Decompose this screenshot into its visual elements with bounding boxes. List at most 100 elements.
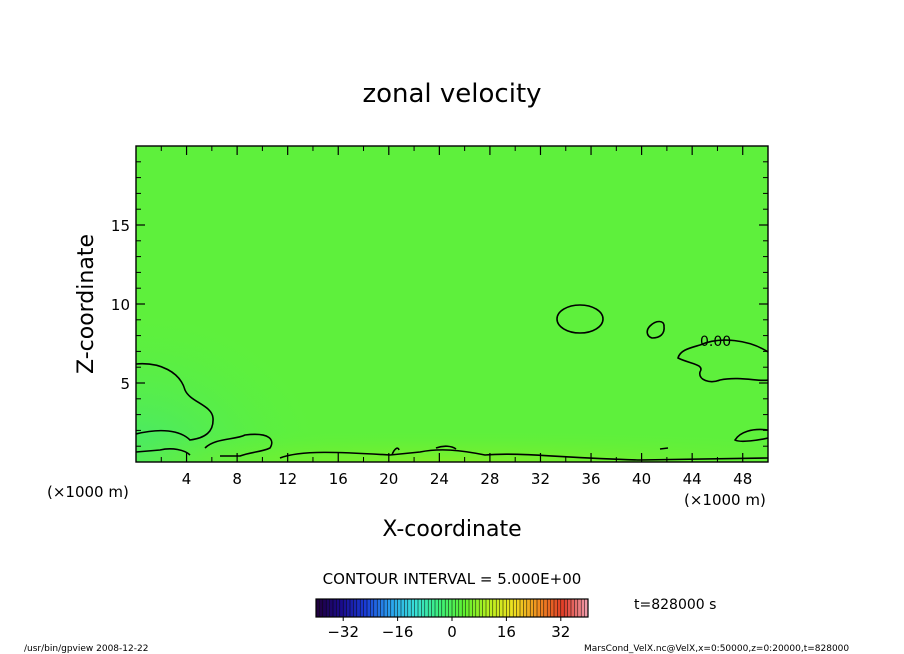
contour-label: 0.00: [700, 334, 731, 350]
colorbar-segment: [397, 599, 401, 617]
y-axis-ticks: 5 10 15: [111, 161, 768, 447]
x-axis-ticks: 4 8 12 16 20 24 28 32 36 40 44 48: [160, 146, 752, 488]
contour-mark-b: [435, 445, 457, 450]
x-tick-label-20: 20: [379, 470, 398, 488]
colorbar-segment: [414, 599, 418, 617]
colorbar-segment: [537, 599, 541, 617]
colorbar-segment: [533, 599, 537, 617]
colorbar-segment: [346, 599, 350, 617]
colorbar-segment: [499, 599, 503, 617]
colorbar-segment: [407, 599, 412, 617]
colorbar-segment: [353, 599, 357, 617]
contour-loop-right-small: [646, 320, 665, 339]
contour-line-right: [677, 339, 768, 383]
colorbar-segment: [441, 599, 446, 617]
colorbar-segment: [380, 599, 384, 617]
colorbar-segment: [567, 599, 571, 617]
colorbar-segment: [431, 599, 435, 617]
y-tick-label-5: 5: [120, 375, 130, 393]
colorbar-segment: [581, 599, 585, 617]
colorbar-segment: [496, 599, 500, 617]
colorbar-segment: [462, 599, 466, 617]
colorbar-tick-label--16: −16: [382, 623, 414, 641]
colorbar-segment: [574, 599, 578, 617]
colorbar-segment: [560, 599, 565, 617]
time-label: t=828000 s: [634, 597, 716, 613]
colorbar-segment: [336, 599, 340, 617]
colorbar-segment: [465, 599, 469, 617]
colorbar-segment: [513, 599, 517, 617]
x-tick-label-32: 32: [531, 470, 550, 488]
contour-mark-a: [391, 447, 400, 456]
colorbar-tick-label-32: 32: [551, 623, 570, 641]
colorbar-segment: [367, 599, 371, 617]
colorbar-segment: [571, 599, 575, 617]
contour-loop-center: [556, 304, 604, 334]
colorbar-segment: [506, 599, 510, 617]
colorbar-segment: [438, 599, 442, 617]
x-tick-label-44: 44: [683, 470, 702, 488]
colorbar-segment: [350, 599, 354, 617]
colorbar-segment: [339, 599, 344, 617]
y-axis-label: Z-coordinate: [74, 234, 99, 374]
colorbar-segment: [329, 599, 333, 617]
contour-interval-label: CONTOUR INTERVAL = 5.000E+00: [323, 570, 582, 588]
contour-line-right-low: [733, 428, 768, 443]
x-tick-label-48: 48: [733, 470, 752, 488]
colorbar-segment: [458, 599, 463, 617]
colorbar-segment: [482, 599, 486, 617]
colorbar-segment: [577, 599, 582, 617]
colorbar-segment: [520, 599, 524, 617]
colorbar-segment: [356, 599, 361, 617]
contour-lines: [136, 304, 768, 461]
colorbar-segment: [530, 599, 534, 617]
colorbar-segment: [543, 599, 548, 617]
colorbar-segment: [503, 599, 507, 617]
colorbar-segment: [316, 599, 320, 617]
x-tick-label-36: 36: [581, 470, 600, 488]
colorbar-segment: [373, 599, 378, 617]
colorbar-segment: [390, 599, 395, 617]
colorbar-segment: [363, 599, 367, 617]
colorbar-segment: [322, 599, 327, 617]
colorbar-tick-label-0: 0: [447, 623, 457, 641]
x-tick-label-28: 28: [480, 470, 499, 488]
colorbar-segment: [360, 599, 364, 617]
colorbar-segment: [550, 599, 554, 617]
colorbar-segment: [526, 599, 531, 617]
footer-right: MarsCond_VelX.nc@VelX,x=0:50000,z=0:2000…: [584, 644, 849, 654]
colorbar-segment: [343, 599, 347, 617]
x-tick-label-16: 16: [329, 470, 348, 488]
colorbar-segment: [472, 599, 476, 617]
x-axis-label: X-coordinate: [382, 517, 521, 542]
colorbar-segment: [448, 599, 452, 617]
x-tick-label-12: 12: [278, 470, 297, 488]
colorbar-segment: [428, 599, 432, 617]
y-tick-label-10: 10: [111, 296, 130, 314]
chart-title: zonal velocity: [362, 79, 541, 109]
colorbar-segment: [554, 599, 558, 617]
colorbar-segment: [394, 599, 398, 617]
colorbar-segment: [492, 599, 497, 617]
colorbar: [315, 599, 588, 617]
contour-line-bottom-left: [136, 448, 191, 456]
colorbar-segment: [509, 599, 514, 617]
colorbar-segment: [387, 599, 391, 617]
colorbar-segment: [516, 599, 520, 617]
colorbar-segment: [370, 599, 374, 617]
colorbar-segment: [435, 599, 439, 617]
colorbar-segment: [564, 599, 568, 617]
colorbar-segment: [540, 599, 544, 617]
x-tick-label-40: 40: [632, 470, 651, 488]
colorbar-segment: [455, 599, 459, 617]
x-tick-label-8: 8: [232, 470, 242, 488]
colorbar-segment: [319, 599, 323, 617]
colorbar-segment: [452, 599, 456, 617]
colorbar-segment: [424, 599, 429, 617]
colorbar-segment: [377, 599, 381, 617]
contour-line-bottom: [279, 449, 768, 461]
colorbar-segment: [404, 599, 408, 617]
colorbar-segment: [411, 599, 415, 617]
colorbar-tick-label-16: 16: [497, 623, 516, 641]
